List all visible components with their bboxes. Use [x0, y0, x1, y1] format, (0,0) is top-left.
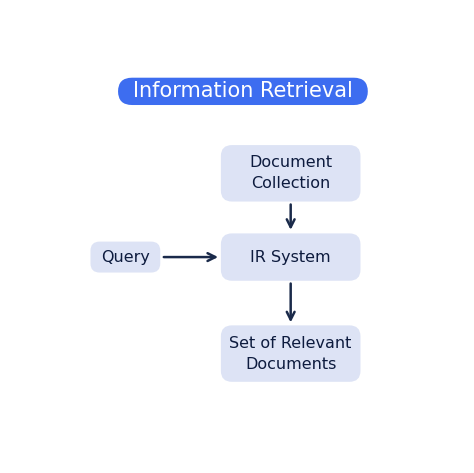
Text: Document
Collection: Document Collection	[249, 155, 332, 191]
FancyBboxPatch shape	[221, 325, 360, 382]
FancyBboxPatch shape	[221, 145, 360, 201]
Text: Query: Query	[101, 250, 150, 264]
Text: IR System: IR System	[250, 250, 331, 264]
FancyBboxPatch shape	[118, 78, 368, 105]
Text: Information Retrieval: Information Retrieval	[133, 81, 353, 101]
FancyBboxPatch shape	[91, 242, 160, 272]
Text: Set of Relevant
Documents: Set of Relevant Documents	[229, 335, 352, 372]
FancyBboxPatch shape	[221, 233, 360, 281]
